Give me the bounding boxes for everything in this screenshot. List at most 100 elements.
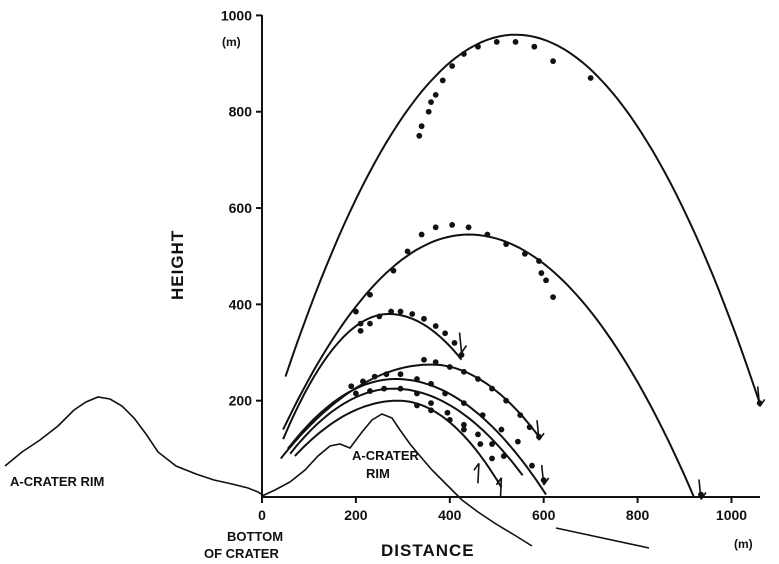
- data-point-series-7: [489, 455, 495, 462]
- x-tick-label: 1000: [716, 507, 747, 523]
- y-tick-label: 1000: [221, 7, 252, 23]
- data-point-series-1: [512, 38, 519, 45]
- center-crater-rim-profile: [261, 413, 533, 547]
- x-unit-label: (m): [734, 537, 753, 551]
- left-crater-rim-profile: [4, 396, 265, 497]
- data-point-series-1: [460, 51, 467, 57]
- data-point-series-5: [529, 462, 535, 469]
- data-point-series-7: [428, 407, 434, 414]
- data-point-series-5: [383, 371, 390, 378]
- data-point-series-6: [500, 453, 507, 459]
- data-point-series-2: [465, 224, 472, 231]
- data-point-series-3: [432, 323, 439, 329]
- impact-arrow-down: [540, 464, 550, 486]
- data-point-series-6: [397, 385, 404, 392]
- y-axis-title: HEIGHT: [168, 230, 187, 300]
- data-point-series-2: [522, 250, 528, 257]
- data-point-series-2: [367, 291, 373, 298]
- center-rim-label-line2: RIM: [366, 466, 390, 481]
- data-point-series-5: [442, 390, 449, 397]
- x-tick-label: 800: [626, 507, 650, 523]
- impact-arrow-down: [536, 420, 545, 441]
- data-point-series-7: [446, 417, 453, 423]
- data-point-series-6: [353, 390, 359, 397]
- data-point-series-5: [514, 438, 521, 445]
- trajectory-curve-1: [284, 33, 761, 404]
- data-point-series-5: [360, 378, 366, 385]
- data-point-series-5: [348, 383, 355, 390]
- y-tick-label: 800: [229, 104, 253, 120]
- x-tick-label: 0: [258, 507, 266, 523]
- data-point-series-5: [371, 373, 378, 380]
- data-point-series-4: [503, 397, 510, 404]
- data-point-series-1: [439, 77, 446, 84]
- data-point-series-1: [418, 123, 425, 130]
- left-rim-label: A-CRATER RIM: [10, 474, 104, 489]
- lower-slope-profile: [555, 527, 650, 549]
- crater-bottom-label-line1: BOTTOM: [227, 529, 283, 544]
- data-point-series-6: [414, 390, 420, 397]
- y-tick-label: 200: [229, 393, 253, 409]
- data-point-series-4: [475, 376, 481, 382]
- data-point-series-1: [493, 38, 500, 45]
- data-point-series-5: [498, 426, 505, 433]
- data-point-series-4: [526, 424, 533, 431]
- data-point-series-2: [503, 241, 510, 248]
- data-points: [348, 38, 763, 498]
- data-point-series-3: [421, 315, 427, 322]
- data-point-series-2: [550, 294, 556, 301]
- data-point-series-2: [404, 248, 411, 255]
- data-point-series-7: [414, 402, 420, 409]
- data-point-series-6: [444, 409, 451, 416]
- data-point-series-5: [460, 400, 467, 406]
- data-point-series-2: [357, 320, 364, 327]
- data-point-series-6: [381, 385, 387, 392]
- data-point-series-6: [428, 400, 434, 406]
- impact-arrows: [458, 332, 766, 500]
- trajectory-curve-3: [282, 313, 463, 440]
- x-axis-title: DISTANCE: [381, 541, 475, 560]
- data-point-series-5: [428, 380, 434, 387]
- data-point-series-6: [489, 441, 495, 447]
- data-point-series-2: [484, 231, 491, 238]
- crater-terrain: [4, 396, 650, 549]
- data-point-series-2: [432, 224, 439, 231]
- data-point-series-7: [460, 426, 467, 433]
- data-point-series-2: [353, 308, 359, 315]
- axis-ticks: 0 200 400 600 800 1000 200 400 600 800 1000: [221, 7, 747, 523]
- data-point-series-2: [418, 231, 425, 238]
- trajectory-curve-6: [289, 387, 524, 476]
- data-point-series-3: [451, 339, 458, 346]
- data-point-series-2: [543, 277, 549, 284]
- data-point-series-1: [432, 91, 439, 98]
- trajectory-curve-2: [282, 233, 695, 498]
- trajectory-curve-7: [294, 399, 503, 488]
- x-tick-label: 600: [532, 507, 556, 523]
- data-point-series-1: [428, 99, 434, 105]
- x-tick-label: 400: [438, 507, 462, 523]
- data-point-series-1: [449, 63, 456, 69]
- data-point-series-4: [517, 412, 524, 419]
- x-tick-label: 200: [344, 507, 368, 523]
- trajectory-curve-4: [280, 363, 540, 460]
- impact-arrow-down: [756, 386, 766, 407]
- data-point-series-3: [388, 308, 395, 315]
- data-point-series-7: [477, 441, 484, 447]
- data-point-series-3: [397, 308, 404, 315]
- impact-arrow-down: [698, 479, 707, 500]
- data-point-series-5: [397, 371, 404, 378]
- data-point-series-4: [460, 368, 467, 375]
- data-point-series-1: [416, 132, 423, 139]
- data-point-series-4: [432, 359, 439, 366]
- data-point-series-2: [536, 258, 542, 264]
- data-point-series-6: [367, 388, 373, 394]
- data-point-series-1: [531, 43, 538, 50]
- data-point-series-5: [479, 412, 486, 419]
- y-tick-label: 400: [229, 296, 253, 312]
- data-point-series-1: [475, 43, 481, 50]
- data-point-series-1: [550, 58, 556, 65]
- data-point-series-3: [357, 327, 364, 334]
- data-point-series-2: [449, 221, 456, 228]
- data-point-series-4: [421, 356, 427, 363]
